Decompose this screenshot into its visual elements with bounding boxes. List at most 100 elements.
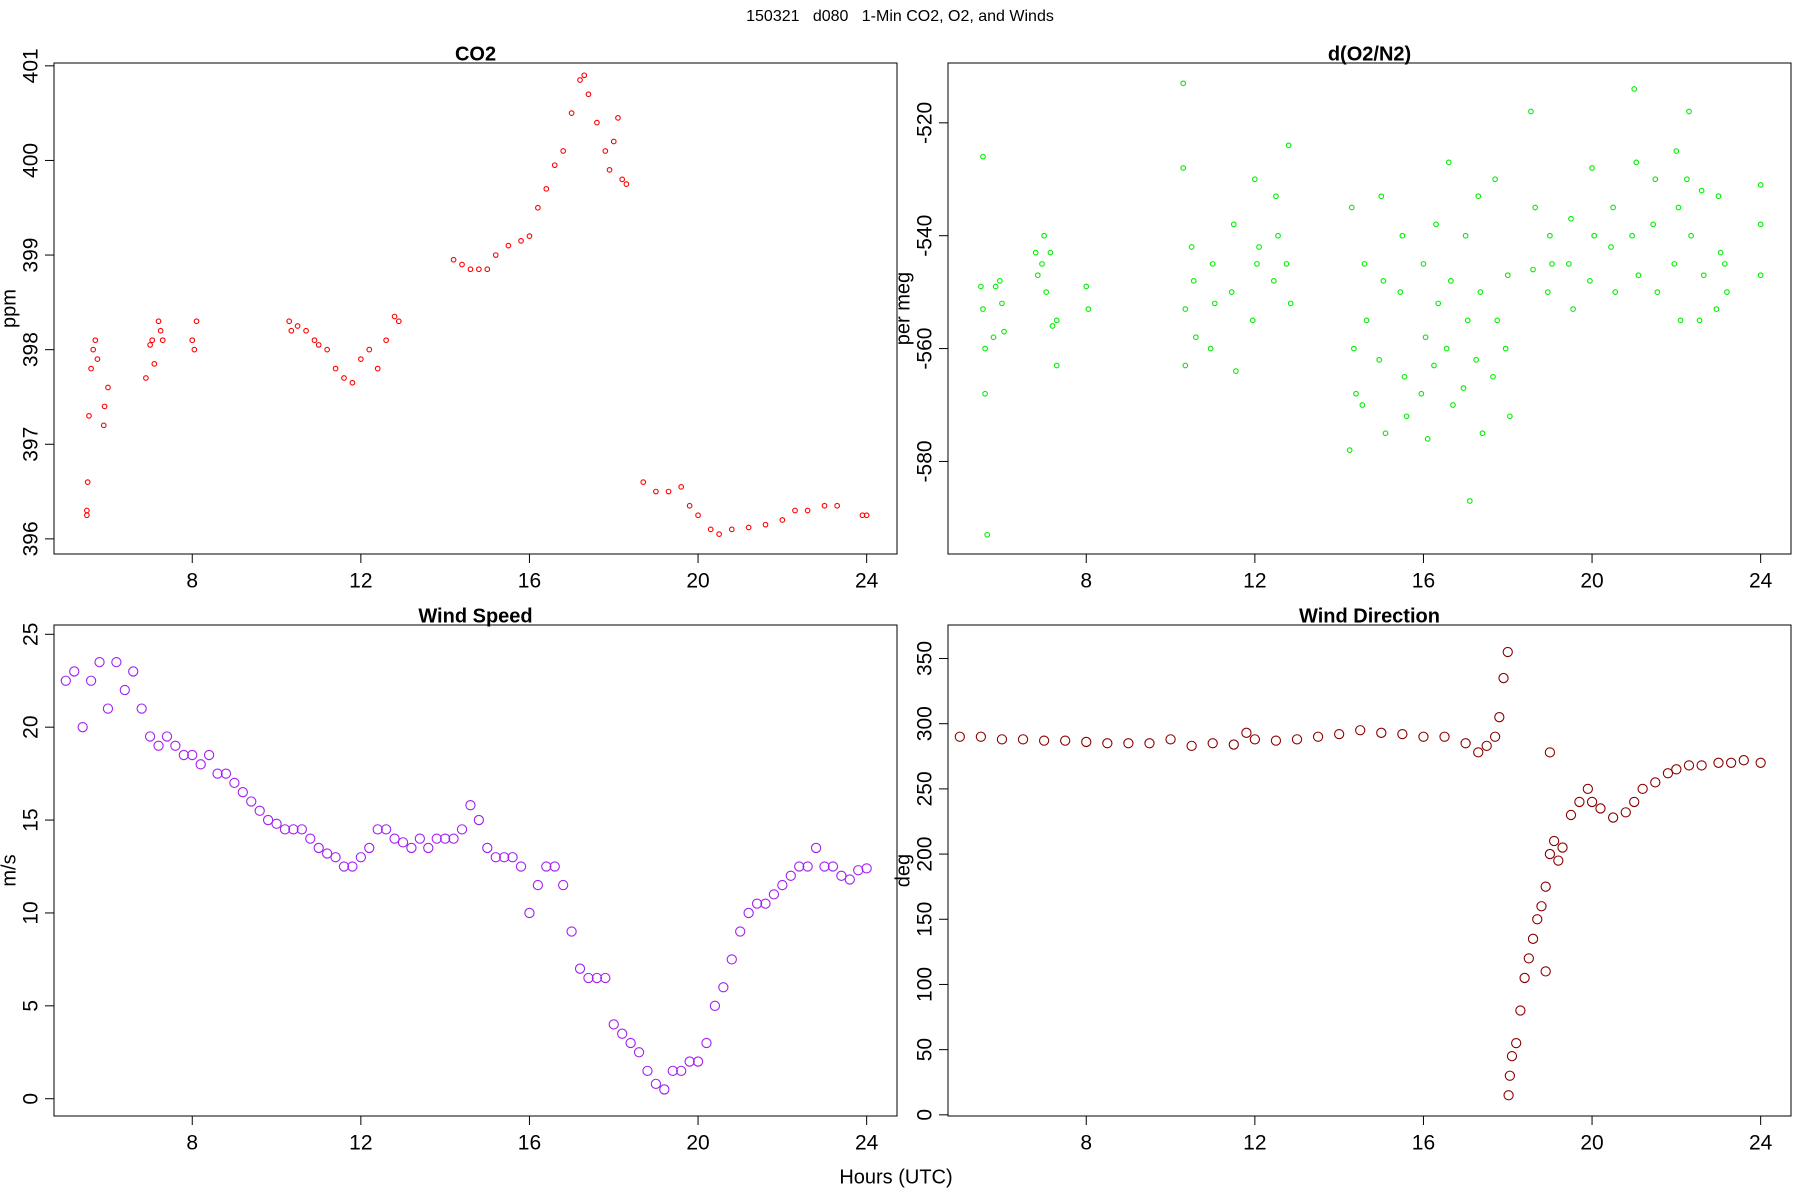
y-tick-label: 350 (914, 641, 937, 676)
data-point (1460, 738, 1471, 749)
data-point (1351, 345, 1357, 352)
data-point (853, 865, 864, 876)
data-point (1502, 646, 1513, 658)
data-point (992, 283, 999, 290)
data-point (1608, 244, 1614, 250)
data-point (1589, 165, 1595, 171)
data-point (526, 233, 533, 239)
data-point (355, 852, 367, 863)
data-point (709, 1000, 721, 1011)
data-point (1570, 306, 1576, 312)
data-point (1523, 953, 1534, 964)
data-point (577, 77, 583, 83)
data-point (1547, 232, 1553, 239)
data-point (279, 824, 291, 835)
data-point (1418, 390, 1425, 397)
x-tick-label: 8 (1080, 570, 1092, 593)
data-point (718, 982, 729, 993)
data-point (1591, 232, 1598, 239)
data-point (84, 507, 90, 514)
x-tick-label: 8 (1080, 1132, 1092, 1155)
data-point (1460, 385, 1467, 391)
data-point (610, 138, 617, 145)
data-point (1190, 277, 1197, 284)
data-point (84, 479, 91, 485)
data-point (1519, 972, 1530, 984)
data-point (459, 261, 465, 268)
data-point (94, 657, 105, 668)
data-point (524, 907, 535, 919)
data-point (1380, 277, 1387, 284)
data-point (1757, 221, 1764, 228)
plot-frame (53, 62, 898, 555)
panel-title: Wind Direction (1299, 605, 1440, 627)
data-point (667, 1065, 678, 1077)
data-point (128, 666, 139, 677)
data-point (1650, 777, 1661, 788)
data-point (389, 833, 400, 844)
data-point (1287, 300, 1294, 307)
data-point (640, 479, 647, 485)
data-point (844, 874, 855, 885)
data-point (1612, 289, 1619, 295)
data-point (1506, 1051, 1518, 1062)
data-point (490, 852, 501, 863)
data-point (1713, 757, 1724, 768)
data-point (792, 507, 798, 514)
data-point (1610, 204, 1616, 211)
data-point (1038, 735, 1050, 746)
data-point (391, 313, 398, 320)
data-point (288, 327, 295, 334)
data-point (1477, 289, 1484, 295)
data-point (1717, 249, 1724, 256)
data-point (484, 266, 491, 273)
y-tick-label: 0 (914, 1109, 937, 1121)
data-point (1017, 734, 1029, 745)
data-point (105, 384, 111, 391)
data-point (1494, 712, 1505, 723)
data-point (84, 512, 90, 519)
x-tick-label: 8 (186, 570, 198, 593)
data-point (728, 526, 735, 533)
data-point (1334, 728, 1345, 740)
data-point (450, 256, 457, 263)
data-point (836, 870, 847, 881)
y-tick-label: 100 (914, 967, 937, 1002)
data-point (1586, 796, 1598, 808)
data-point (1182, 362, 1189, 369)
data-point (397, 837, 409, 848)
plot-frame (947, 62, 1792, 555)
data-point (1677, 317, 1684, 324)
data-point (1209, 261, 1216, 267)
data-point (1348, 204, 1355, 211)
data-point (1361, 261, 1368, 267)
data-point (1629, 232, 1635, 239)
data-point (60, 675, 71, 686)
data-point (1502, 345, 1509, 352)
data-point (1207, 345, 1214, 352)
data-point (978, 283, 984, 290)
data-point (1683, 760, 1695, 771)
data-point (751, 898, 763, 909)
data-point (229, 777, 240, 789)
data-point (716, 531, 722, 537)
data-point (1698, 187, 1705, 194)
data-point (364, 842, 375, 854)
data-point (144, 731, 156, 742)
data-point (1270, 735, 1282, 746)
data-point (1650, 221, 1657, 228)
y-tick-label: 399 (20, 238, 43, 273)
data-point (100, 422, 107, 429)
data-point (286, 318, 293, 325)
y-tick-label: 300 (914, 706, 937, 741)
data-point (1607, 812, 1619, 823)
data-point (726, 954, 737, 965)
data-point (1252, 176, 1258, 183)
data-point (1511, 1037, 1522, 1049)
data-point (642, 1065, 653, 1077)
data-point (1532, 204, 1538, 211)
data-point (1043, 289, 1050, 295)
data-point (147, 342, 153, 348)
data-point (456, 824, 468, 835)
